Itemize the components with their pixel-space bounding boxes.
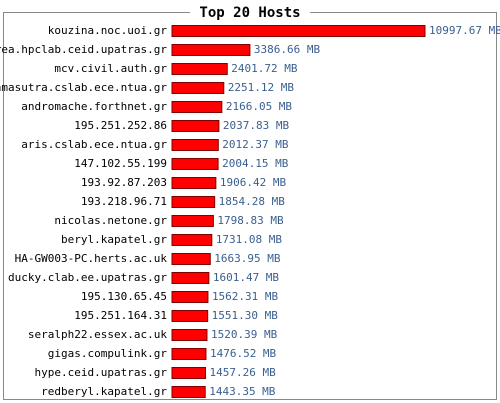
value-label: 1663.95 MB	[214, 252, 281, 265]
host-label: gigas.compulink.gr	[48, 347, 168, 360]
host-label: beryl.kapatel.gr	[61, 233, 167, 246]
bar	[171, 310, 209, 322]
value-label: 1906.42 MB	[220, 176, 287, 189]
host-label: rea.hpclab.ceid.upatras.gr	[0, 43, 167, 56]
value-label: 1476.52 MB	[210, 347, 277, 360]
title-backdrop	[190, 4, 310, 22]
host-label: mcv.civil.auth.gr	[54, 62, 167, 75]
host-label: seralph22.essex.ac.uk	[28, 328, 167, 341]
value-label: 10997.67 MB	[429, 24, 500, 37]
bar	[171, 196, 216, 208]
host-label: 193.92.87.203	[81, 176, 167, 189]
host-label: nicolas.netone.gr	[54, 214, 167, 227]
bar	[171, 215, 214, 227]
bar	[171, 253, 211, 265]
host-label: 195.251.164.31	[74, 309, 167, 322]
value-label: 2251.12 MB	[228, 81, 295, 94]
host-label: HA-GW003-PC.herts.ac.uk	[15, 252, 168, 265]
bar	[171, 139, 219, 151]
bar	[171, 272, 210, 284]
bar	[171, 158, 219, 170]
host-label: hype.ceid.upatras.gr	[35, 366, 168, 379]
host-label: aris.cslab.ece.ntua.gr	[21, 138, 167, 151]
value-label: 1798.83 MB	[217, 214, 284, 227]
bar	[171, 348, 207, 360]
host-label: redberyl.kapatel.gr	[41, 385, 167, 398]
host-label: andromache.forthnet.gr	[21, 100, 167, 113]
value-label: 1551.30 MB	[212, 309, 279, 322]
bar	[171, 25, 426, 37]
value-label: 2004.15 MB	[222, 157, 289, 170]
host-label: 195.251.252.86	[74, 119, 167, 132]
bar	[171, 386, 206, 398]
bar	[171, 44, 251, 56]
host-label: 195.130.65.45	[81, 290, 167, 303]
value-label: 1443.35 MB	[209, 385, 276, 398]
host-label: ducky.clab.ee.upatras.gr	[8, 271, 167, 284]
value-label: 2037.83 MB	[223, 119, 290, 132]
value-label: 2166.05 MB	[226, 100, 293, 113]
chart-title: Top 20 Hosts	[199, 5, 300, 21]
value-label: 2012.37 MB	[222, 138, 289, 151]
value-label: 1731.08 MB	[216, 233, 283, 246]
bar	[171, 177, 217, 189]
value-label: 2401.72 MB	[231, 62, 298, 75]
value-label: 3386.66 MB	[254, 43, 321, 56]
value-label: 1562.31 MB	[212, 290, 279, 303]
host-label: kamasutra.cslab.ece.ntua.gr	[0, 81, 167, 94]
host-label: 193.218.96.71	[81, 195, 167, 208]
bar	[171, 367, 207, 379]
bar	[171, 63, 228, 75]
host-label: 147.102.55.199	[74, 157, 167, 170]
host-label: kouzina.noc.uoi.gr	[48, 24, 168, 37]
bar	[171, 101, 223, 113]
value-label: 1457.26 MB	[210, 366, 277, 379]
bar	[171, 329, 208, 341]
bar	[171, 120, 220, 132]
value-label: 1854.28 MB	[219, 195, 286, 208]
bar	[171, 291, 209, 303]
bar	[171, 82, 225, 94]
value-label: 1520.39 MB	[211, 328, 278, 341]
value-label: 1601.47 MB	[213, 271, 280, 284]
bar	[171, 234, 213, 246]
